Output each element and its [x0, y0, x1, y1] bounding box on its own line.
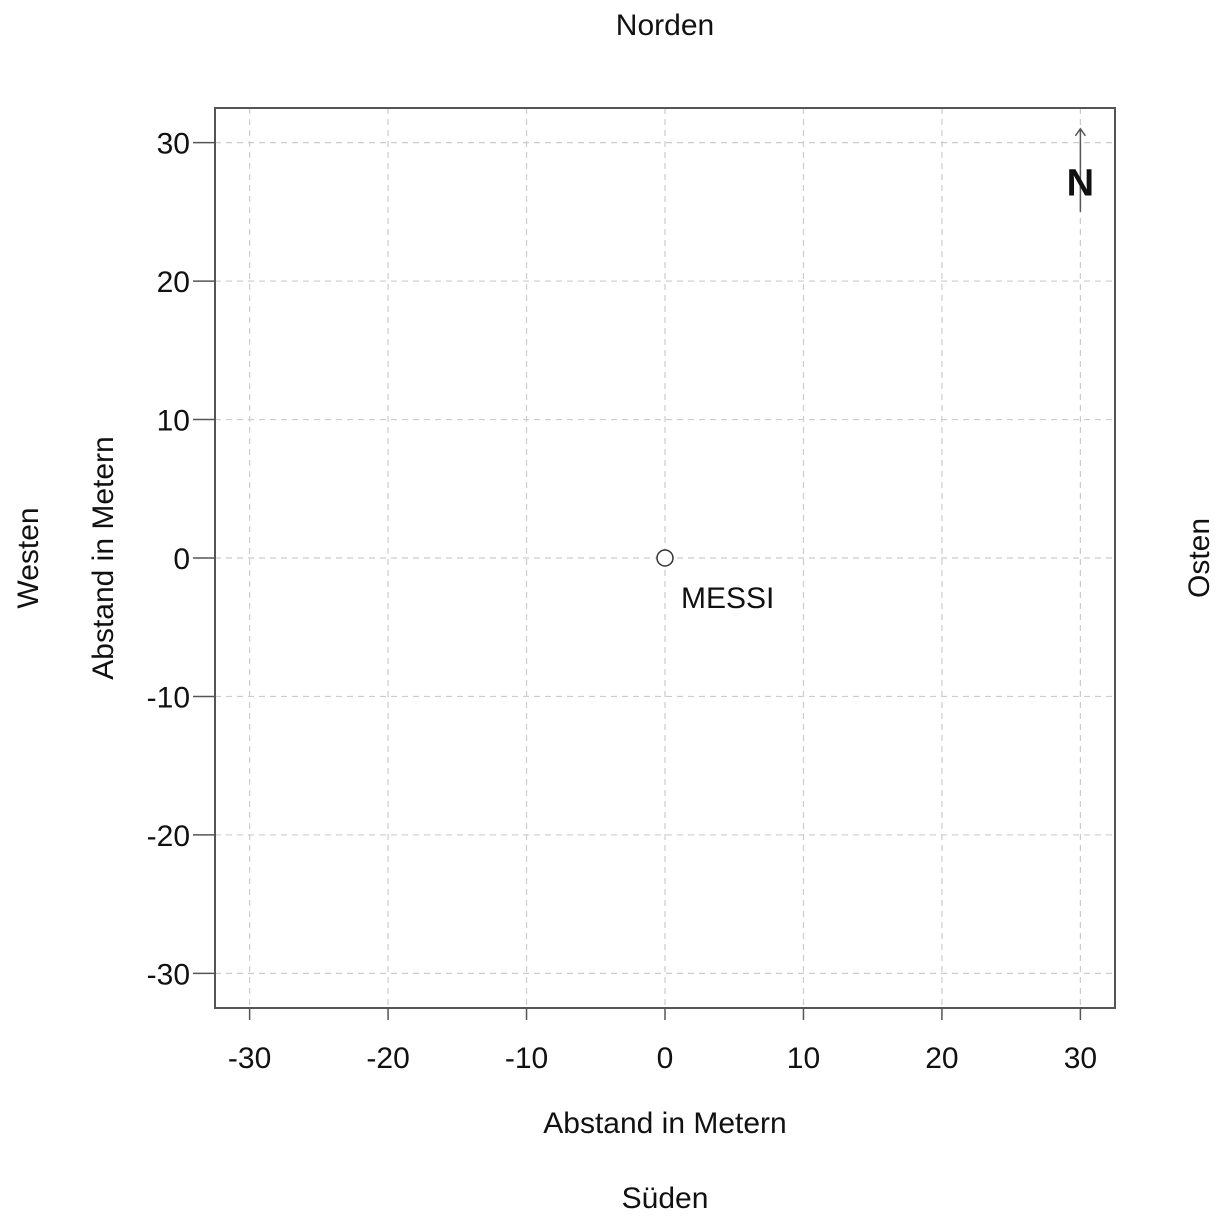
north-arrow-head — [1074, 127, 1086, 137]
north-arrow: N — [1067, 127, 1094, 212]
data-point-label: MESSI — [681, 582, 774, 615]
axis-ticks: -30 -20 -10 0 10 20 30 -30 -20 -10 0 10 20 30 — [147, 128, 1097, 1075]
y-tick-label: 0 — [173, 543, 190, 576]
grid — [215, 108, 1115, 1008]
x-tick-label: 0 — [657, 1042, 674, 1075]
y-tick-label: 30 — [157, 128, 190, 161]
y-tick-label: 20 — [157, 266, 190, 299]
x-axis-title: Abstand in Metern — [543, 1107, 786, 1140]
y-axis-title: Abstand in Metern — [87, 436, 120, 679]
data-points: MESSI — [656, 549, 774, 615]
x-tick-label: -20 — [366, 1042, 409, 1075]
y-tick-label: -10 — [147, 681, 190, 714]
x-tick-label: 10 — [787, 1042, 820, 1075]
y-tick-label: -20 — [147, 820, 190, 853]
x-tick-label: 30 — [1064, 1042, 1097, 1075]
compass-west-label: Westen — [12, 507, 45, 608]
x-tick-label: 20 — [925, 1042, 958, 1075]
x-tick-label: -30 — [228, 1042, 271, 1075]
data-point — [656, 549, 674, 567]
y-tick-label: 10 — [157, 405, 190, 438]
north-arrow-label: N — [1067, 162, 1094, 204]
compass-east-label: Osten — [1183, 518, 1216, 598]
y-tick-label: -30 — [147, 958, 190, 991]
x-tick-label: -10 — [505, 1042, 548, 1075]
compass-north-label: Norden — [616, 9, 714, 42]
compass-south-label: Süden — [622, 1182, 709, 1215]
